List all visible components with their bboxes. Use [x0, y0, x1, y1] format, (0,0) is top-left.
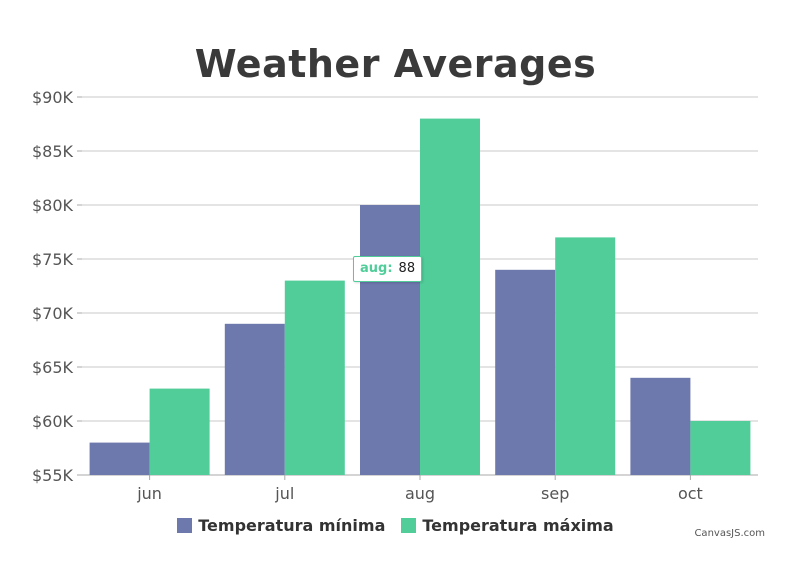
legend-swatch-min: [177, 518, 193, 533]
bar-max-jul: [284, 280, 345, 475]
y-tick-label: $55K: [32, 466, 74, 485]
x-tick-label: jul: [274, 484, 294, 503]
bar-min-oct: [630, 377, 691, 475]
bar-max-oct: [690, 421, 751, 475]
chart-title: Weather Averages: [194, 42, 597, 86]
y-tick-label: $90K: [32, 88, 74, 107]
y-tick-label: $80K: [32, 196, 74, 215]
legend-item-max[interactable]: Temperatura máxima: [401, 516, 614, 535]
x-tick-label: aug: [405, 484, 435, 503]
bar-max-jun: [149, 388, 210, 475]
legend-label-max: Temperatura máxima: [422, 516, 614, 535]
y-tick-label: $65K: [32, 358, 74, 377]
legend-item-min[interactable]: Temperatura mínima: [177, 516, 385, 535]
legend-swatch-max: [401, 518, 417, 533]
bar-min-jul: [224, 323, 285, 475]
bar-min-jun: [89, 442, 150, 475]
bar-min-aug: [360, 205, 420, 475]
y-tick-label: $75K: [32, 250, 74, 269]
x-tick-label: oct: [678, 484, 703, 503]
x-tick-label: jun: [136, 484, 162, 503]
tooltip-value: 88: [398, 261, 416, 276]
bar-min-sep: [495, 269, 556, 475]
bar-max-sep: [555, 237, 616, 475]
tooltip-label: aug:: [360, 261, 393, 276]
credit-link[interactable]: CanvasJS.com: [694, 528, 765, 539]
y-tick-label: $70K: [32, 304, 74, 323]
bar-max-aug: [420, 118, 480, 475]
y-tick-label: $60K: [32, 412, 74, 431]
x-tick-label: sep: [541, 484, 569, 503]
y-tick-label: $85K: [32, 142, 74, 161]
data-tooltip: aug: 88: [353, 256, 423, 282]
legend-label-min: Temperatura mínima: [198, 516, 386, 535]
legend: Temperatura mínima Temperatura máxima: [0, 516, 791, 535]
